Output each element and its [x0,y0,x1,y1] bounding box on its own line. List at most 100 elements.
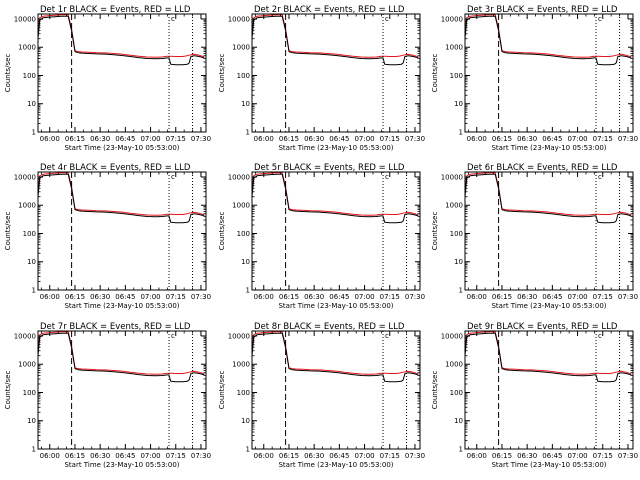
x-tick-label: 06:15 [65,452,85,460]
series-events-line [251,15,419,66]
y-axis-label: Counts/sec [218,371,226,410]
x-tick-label: 06:15 [492,135,512,143]
x-tick-label: 06:45 [542,452,562,460]
series-lld-line [251,172,419,216]
y-tick-label: 10000 [14,15,36,23]
y-axis-label: Counts/sec [4,371,12,410]
y-tick-label: 100 [237,389,250,397]
y-tick-label: 1 [459,287,463,295]
series-lld-line [464,331,632,375]
x-tick-label: 06:30 [90,135,110,143]
x-tick-label: 06:30 [517,135,537,143]
x-axis-label: Start Time (23-May-10 05:53:00) [64,461,179,469]
x-tick-label: 06:30 [304,135,324,143]
x-tick-label: 06:15 [279,452,299,460]
y-tick-label: 1 [32,446,36,454]
x-tick-label: 07:30 [191,452,211,460]
plot-frame [464,171,634,291]
marker-annotation: c [385,173,389,181]
x-tick-label: 06:45 [115,135,135,143]
chart-title: Det 2r BLACK = Events, RED = LLD [254,5,405,15]
y-tick-label: 10 [454,100,463,108]
chart-title: Det 9r BLACK = Events, RED = LLD [467,322,618,332]
x-tick-label: 06:15 [492,293,512,301]
x-tick-label: 06:00 [467,293,487,301]
chart-title: Det 1r BLACK = Events, RED = LLD [40,5,191,15]
y-tick-label: 1000 [445,202,463,210]
marker-annotation: c [171,332,175,340]
y-tick-label: 1000 [18,361,36,369]
x-tick-label: 07:15 [380,452,400,460]
x-tick-label: 07:30 [618,135,638,143]
chart-title: Det 4r BLACK = Events, RED = LLD [40,163,191,173]
x-tick-label: 07:15 [166,452,186,460]
chart-title: Det 3r BLACK = Events, RED = LLD [467,5,618,15]
x-tick-label: 07:00 [567,293,587,301]
x-tick-label: 07:15 [593,135,613,143]
x-tick-label: 06:45 [115,293,135,301]
y-tick-label: 1000 [232,361,250,369]
y-tick-label: 1 [246,129,250,137]
x-tick-label: 06:00 [467,135,487,143]
marker-annotation: c [598,15,602,23]
x-tick-label: 06:00 [254,452,274,460]
y-tick-label: 1000 [445,44,463,52]
y-tick-label: 100 [450,72,463,80]
marker-annotation: c [598,173,602,181]
chart-title: Det 5r BLACK = Events, RED = LLD [254,163,405,173]
x-tick-label: 06:15 [279,135,299,143]
chart-title: Det 8r BLACK = Events, RED = LLD [254,322,405,332]
series-lld-line [37,331,205,375]
x-tick-label: 06:15 [65,293,85,301]
x-tick-label: 07:00 [354,135,374,143]
x-tick-label: 06:30 [90,293,110,301]
x-tick-label: 06:45 [329,135,349,143]
y-tick-label: 10 [454,258,463,266]
plot-frame [37,13,207,133]
plot-frame [464,330,634,450]
y-tick-label: 1 [246,287,250,295]
chart-title: Det 6r BLACK = Events, RED = LLD [467,163,618,173]
x-tick-label: 07:15 [166,135,186,143]
x-tick-label: 07:00 [140,452,160,460]
series-events-line [464,173,632,224]
y-tick-label: 1000 [18,44,36,52]
y-tick-label: 10 [241,417,250,425]
y-tick-label: 1 [459,446,463,454]
x-tick-label: 07:15 [166,293,186,301]
x-tick-label: 06:00 [40,135,60,143]
chart-title: Det 7r BLACK = Events, RED = LLD [40,322,191,332]
y-axis-label: Counts/sec [431,54,439,93]
x-tick-label: 06:30 [517,293,537,301]
plot-frame [251,13,421,133]
y-axis-label: Counts/sec [431,212,439,251]
y-tick-label: 10 [27,258,36,266]
x-axis-label: Start Time (23-May-10 05:53:00) [491,461,606,469]
y-tick-label: 1 [32,129,36,137]
x-tick-label: 06:30 [304,293,324,301]
marker-annotation: c [171,173,175,181]
x-tick-label: 07:00 [567,452,587,460]
y-tick-label: 1000 [232,44,250,52]
series-lld-line [37,14,205,58]
x-tick-label: 06:15 [279,293,299,301]
y-tick-label: 1 [459,129,463,137]
x-tick-label: 07:15 [380,293,400,301]
y-tick-label: 1000 [18,202,36,210]
y-tick-label: 10 [27,100,36,108]
x-tick-label: 07:30 [618,452,638,460]
x-axis-label: Start Time (23-May-10 05:53:00) [278,461,393,469]
y-tick-label: 10000 [228,173,250,181]
y-tick-label: 100 [237,230,250,238]
y-axis-label: Counts/sec [4,212,12,251]
x-tick-label: 06:30 [517,452,537,460]
y-tick-label: 10 [241,258,250,266]
x-axis-label: Start Time (23-May-10 05:53:00) [278,302,393,310]
x-axis-label: Start Time (23-May-10 05:53:00) [491,302,606,310]
